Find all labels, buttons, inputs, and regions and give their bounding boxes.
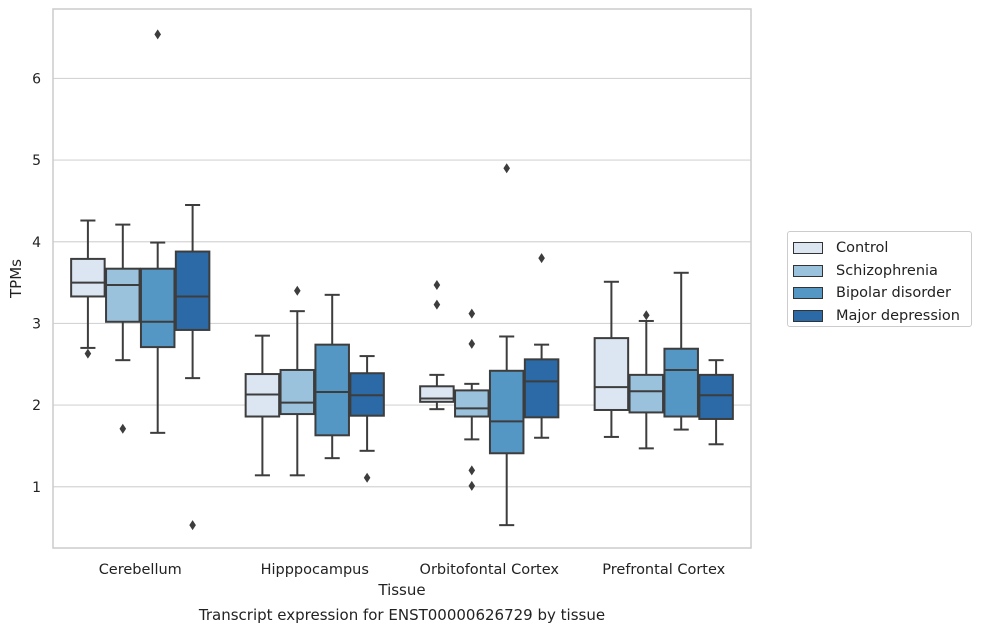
box-schizophrenia-hipppocampus [279, 368, 316, 416]
outlier-control-cerebellum [84, 348, 92, 359]
box-major-depression-prefrontal-cortex [698, 373, 734, 420]
outlier-schizophrenia-orbitofontal-cortex [468, 308, 476, 319]
x-axis-label: Tissue [377, 581, 425, 599]
outlier-major-depression-cerebellum [189, 520, 196, 531]
legend-label-schizophrenia: Schizophrenia [836, 262, 938, 279]
outlier-control-orbitofontal-cortex [433, 299, 441, 310]
box-schizophrenia-orbitofontal-cortex [454, 389, 490, 418]
y-tick-label: 6 [32, 71, 41, 87]
outlier-schizophrenia-orbitofontal-cortex [468, 480, 476, 491]
legend-item-major-depression: Major depression [793, 305, 971, 328]
box-bipolar-disorder-orbitofontal-cortex [488, 369, 525, 455]
legend: Control Schizophrenia Bipolar disorder M… [787, 231, 972, 327]
box-bipolar-disorder-cerebellum [139, 267, 176, 349]
box-schizophrenia-prefrontal-cortex [628, 373, 665, 414]
legend-swatch-major-depression [793, 309, 823, 322]
legend-label-major-depression: Major depression [836, 307, 960, 324]
box-control-prefrontal-cortex [593, 337, 630, 411]
legend-label-bipolar-disorder: Bipolar disorder [836, 285, 951, 302]
x-tick-label-prefrontal-cortex: Prefrontal Cortex [602, 562, 725, 578]
chart-caption: Transcript expression for ENST0000062672… [198, 606, 606, 624]
y-tick-label: 2 [32, 398, 41, 414]
y-tick-label: 3 [32, 316, 41, 332]
outlier-schizophrenia-orbitofontal-cortex [468, 465, 476, 476]
outlier-major-depression-hipppocampus [363, 472, 371, 483]
x-tick-label-orbitofontal-cortex: Orbitofontal Cortex [420, 562, 560, 578]
outlier-bipolar-disorder-orbitofontal-cortex [503, 163, 510, 174]
x-tick-label-cerebellum: Cerebellum [99, 562, 182, 578]
outlier-schizophrenia-cerebellum [119, 423, 127, 434]
y-tick-label: 4 [32, 235, 41, 251]
y-axis-label: TPMs [7, 259, 25, 299]
y-tick-label: 5 [32, 153, 41, 169]
legend-swatch-schizophrenia [793, 264, 823, 277]
y-tick-label: 1 [32, 480, 41, 496]
legend-swatch-control [793, 242, 823, 255]
outlier-schizophrenia-orbitofontal-cortex [468, 338, 476, 349]
outlier-bipolar-disorder-cerebellum [154, 29, 161, 40]
plot-frame [52, 8, 752, 549]
box-control-cerebellum [70, 257, 106, 298]
legend-swatch-bipolar-disorder [793, 287, 823, 300]
outlier-schizophrenia-prefrontal-cortex [643, 310, 650, 321]
box-major-depression-cerebellum [174, 250, 211, 331]
box-schizophrenia-cerebellum [105, 267, 141, 323]
x-tick-label-hipppocampus: Hipppocampus [261, 562, 369, 578]
outlier-control-orbitofontal-cortex [433, 280, 441, 291]
box-bipolar-disorder-prefrontal-cortex [663, 347, 699, 418]
outlier-schizophrenia-hipppocampus [294, 285, 301, 296]
box-major-depression-orbitofontal-cortex [523, 358, 560, 419]
legend-item-schizophrenia: Schizophrenia [793, 260, 971, 283]
legend-item-control: Control [793, 237, 971, 260]
outlier-major-depression-orbitofontal-cortex [538, 253, 545, 264]
box-bipolar-disorder-hipppocampus [314, 343, 350, 437]
legend-item-bipolar-disorder: Bipolar disorder [793, 282, 971, 305]
legend-label-control: Control [836, 240, 889, 257]
